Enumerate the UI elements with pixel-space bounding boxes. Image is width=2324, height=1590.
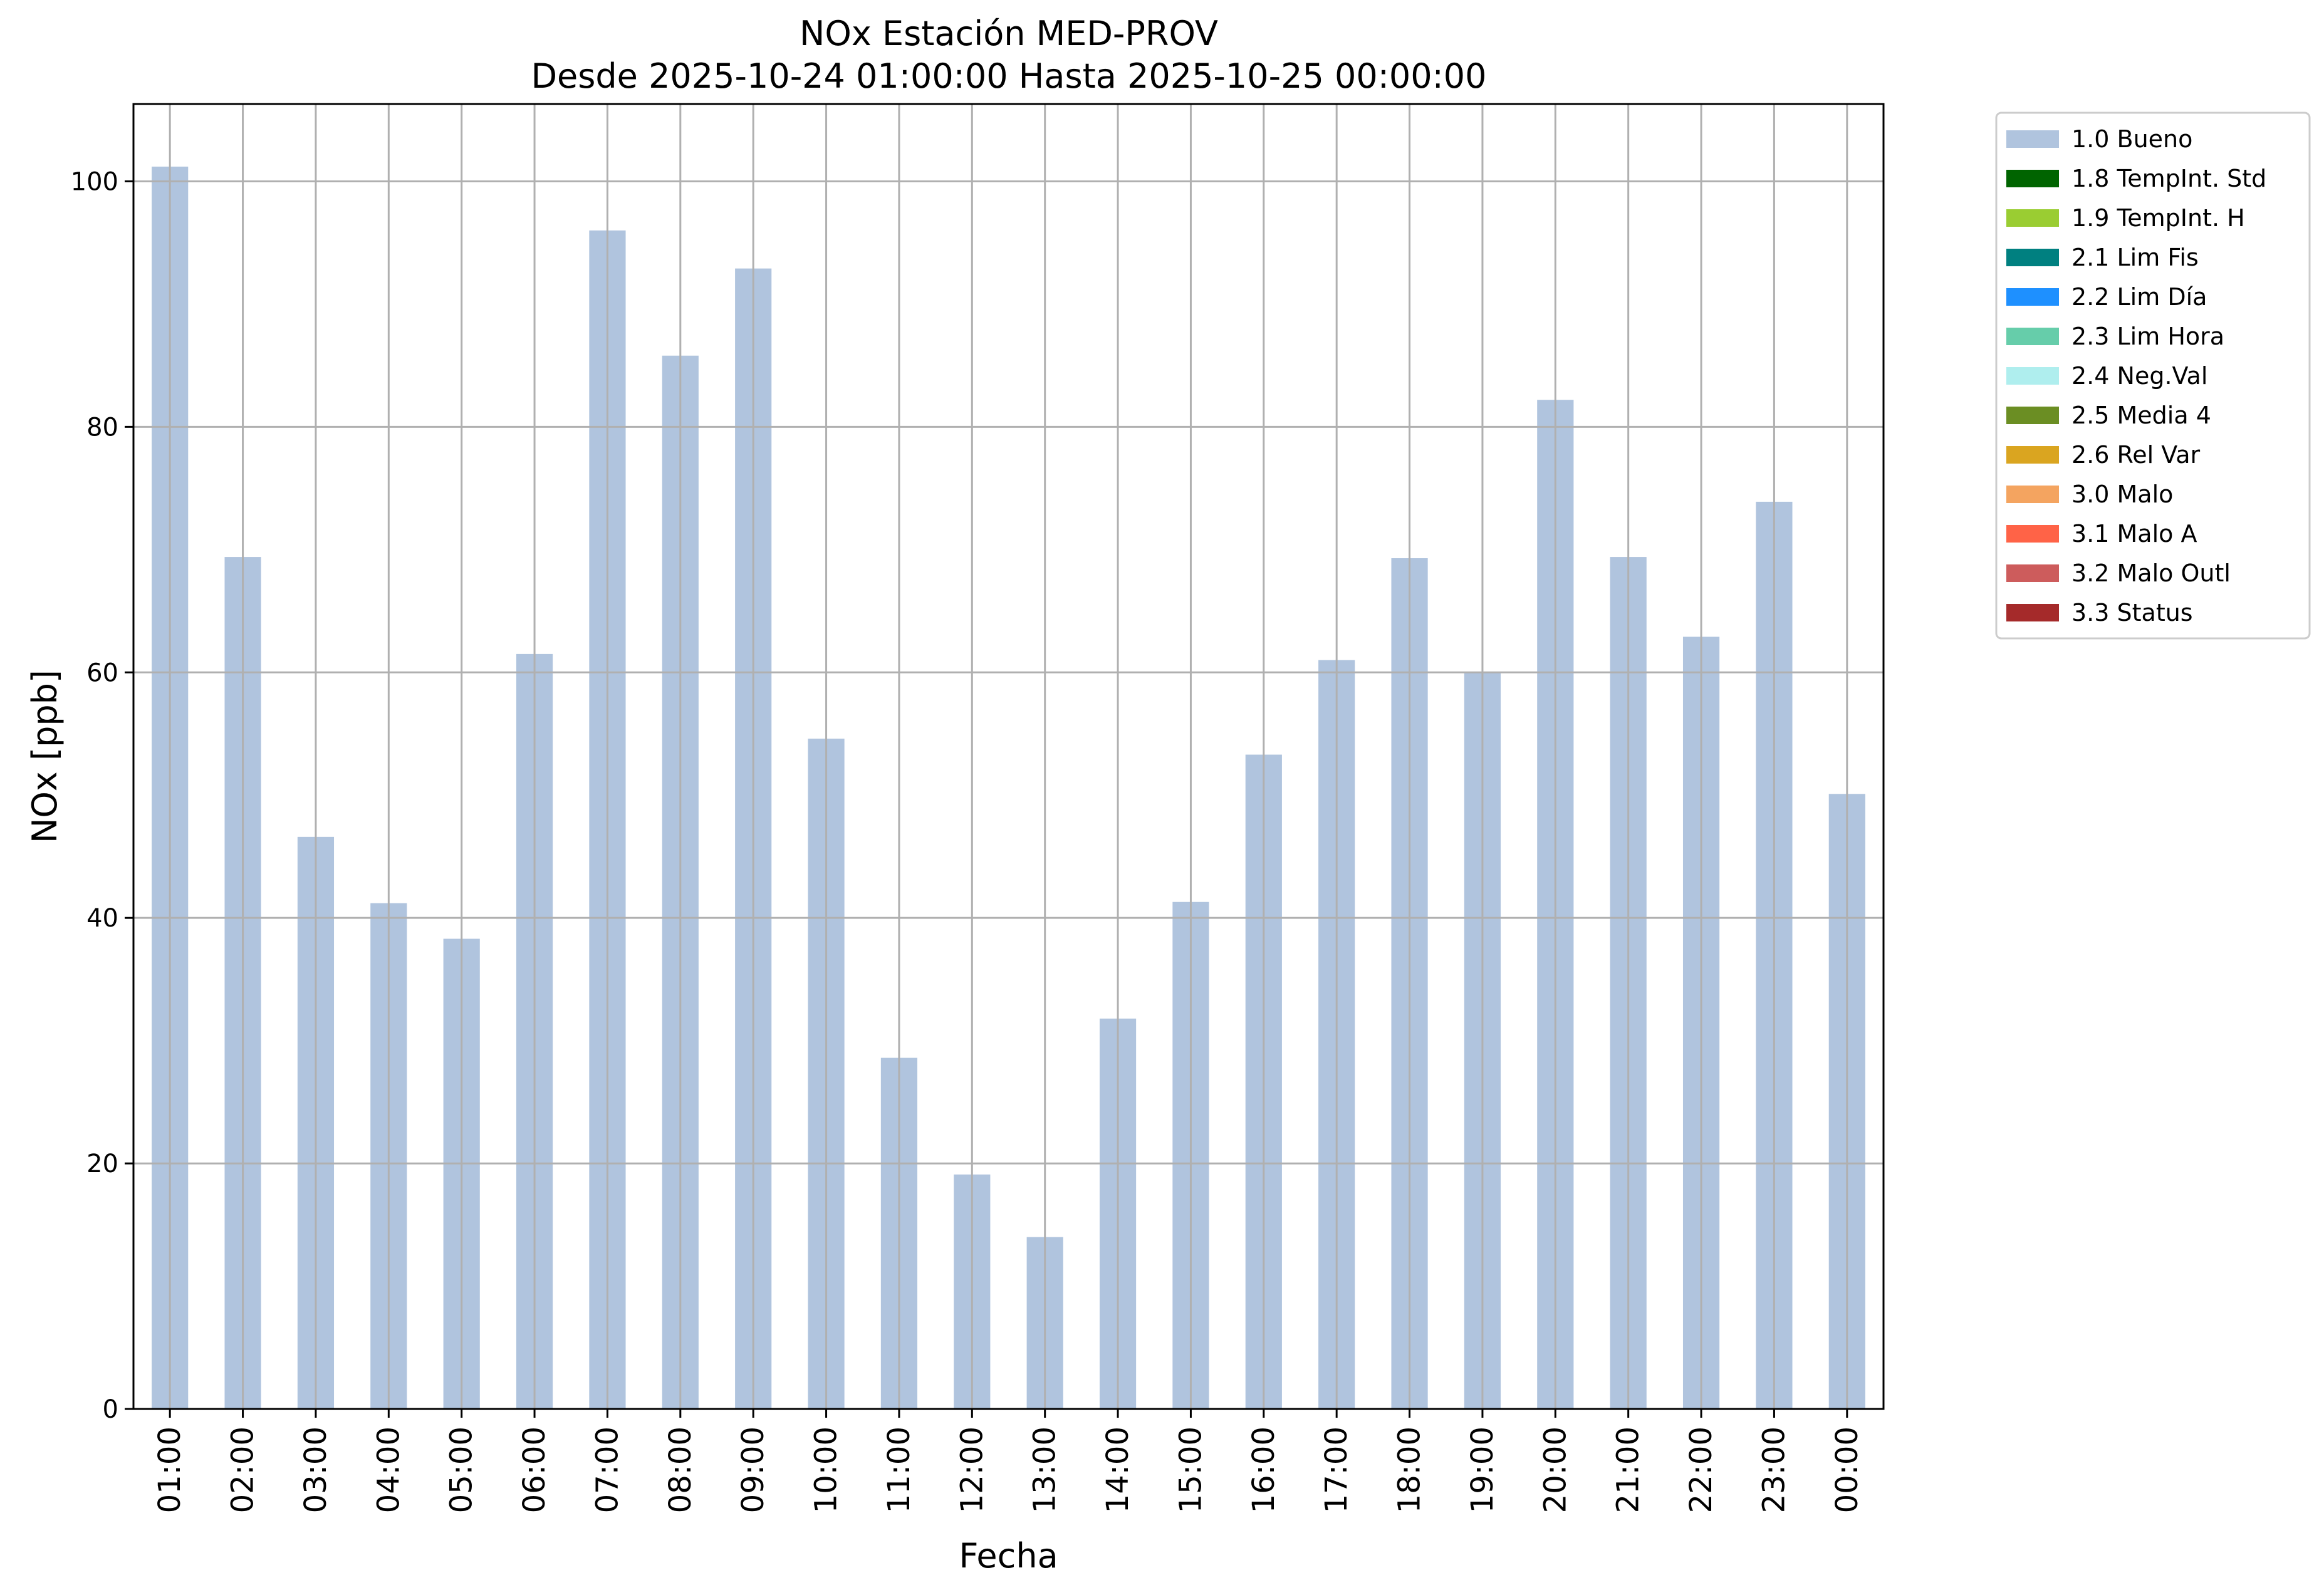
legend-swatch bbox=[2006, 525, 2059, 543]
legend-swatch bbox=[2006, 249, 2059, 266]
x-tick-label: 18:00 bbox=[1392, 1426, 1427, 1513]
x-tick-label: 00:00 bbox=[1830, 1426, 1865, 1513]
legend-label: 3.3 Status bbox=[2071, 599, 2193, 626]
legend-box bbox=[1995, 112, 2311, 640]
legend-swatch bbox=[2006, 367, 2059, 385]
x-tick-label: 12:00 bbox=[954, 1426, 989, 1513]
legend-swatch bbox=[2006, 130, 2059, 148]
legend-label: 1.9 TempInt. H bbox=[2071, 204, 2245, 232]
legend-label: 2.3 Lim Hora bbox=[2071, 323, 2224, 350]
x-tick-label: 03:00 bbox=[298, 1426, 333, 1513]
chart-subtitle: Desde 2025-10-24 01:00:00 Hasta 2025-10-… bbox=[531, 56, 1486, 96]
y-axis: 0 20 40 60 80 100 bbox=[71, 167, 133, 1424]
legend-swatch bbox=[2006, 407, 2059, 424]
x-tick-label: 02:00 bbox=[226, 1426, 261, 1513]
bars-group bbox=[152, 166, 1865, 1410]
x-tick-label: 14:00 bbox=[1100, 1426, 1135, 1513]
plot-frame bbox=[132, 103, 1885, 1410]
x-tick-label: 20:00 bbox=[1538, 1426, 1573, 1513]
legend-swatch bbox=[2006, 209, 2059, 227]
legend-swatch bbox=[2006, 328, 2059, 345]
x-tick-label: 07:00 bbox=[590, 1426, 625, 1513]
x-tick-label: 05:00 bbox=[444, 1426, 479, 1513]
legend-swatch bbox=[2006, 486, 2059, 503]
chart-title: NOx Estación MED-PROV bbox=[800, 14, 1218, 53]
x-tick-label: 11:00 bbox=[882, 1426, 917, 1513]
x-tick-label: 13:00 bbox=[1028, 1426, 1063, 1513]
x-tick-label: 23:00 bbox=[1756, 1426, 1791, 1513]
x-tick-label: 15:00 bbox=[1173, 1426, 1208, 1513]
x-axis-label: Fecha bbox=[959, 1536, 1058, 1576]
x-tick-label: 09:00 bbox=[736, 1426, 771, 1513]
legend-label: 3.0 Malo bbox=[2071, 481, 2173, 508]
x-tick-label: 01:00 bbox=[152, 1426, 187, 1513]
legend-label: 3.2 Malo Outl bbox=[2071, 559, 2231, 587]
legend-label: 2.5 Media 4 bbox=[2071, 402, 2211, 429]
legend-label: 1.8 TempInt. Std bbox=[2071, 165, 2266, 192]
x-tick-label: 22:00 bbox=[1684, 1426, 1719, 1513]
legend-label: 2.1 Lim Fis bbox=[2071, 244, 2199, 271]
legend-swatch bbox=[2006, 446, 2059, 464]
x-tick-label: 17:00 bbox=[1319, 1426, 1354, 1513]
x-tick-label: 21:00 bbox=[1611, 1426, 1646, 1513]
y-tick-label: 0 bbox=[103, 1395, 118, 1424]
legend-label: 2.2 Lim Día bbox=[2071, 283, 2207, 311]
x-tick-label: 04:00 bbox=[371, 1426, 406, 1513]
legend: 1.0 Bueno 1.8 TempInt. Std 1.9 TempInt. H 2… bbox=[1995, 112, 2311, 640]
y-tick-label: 100 bbox=[71, 167, 118, 196]
legend-swatch bbox=[2006, 170, 2059, 187]
x-tick-label: 16:00 bbox=[1246, 1426, 1281, 1513]
legend-label: 2.4 Neg.Val bbox=[2071, 362, 2207, 390]
x-tick-label: 10:00 bbox=[809, 1426, 844, 1513]
legend-label: 1.0 Bueno bbox=[2071, 125, 2192, 153]
legend-swatch bbox=[2006, 288, 2059, 306]
legend-label: 2.6 Rel Var bbox=[2071, 441, 2201, 469]
y-tick-label: 60 bbox=[86, 658, 118, 687]
x-tick-label: 06:00 bbox=[517, 1426, 552, 1513]
y-tick-label: 40 bbox=[86, 904, 118, 933]
legend-swatch bbox=[2006, 604, 2059, 621]
y-tick-label: 80 bbox=[86, 413, 118, 442]
x-axis: 01:00 02:00 03:00 04:00 05:00 06:00 07:00 08:00… bbox=[152, 1409, 1865, 1513]
legend-swatch bbox=[2006, 564, 2059, 582]
x-tick-label: 19:00 bbox=[1465, 1426, 1500, 1513]
x-tick-label: 08:00 bbox=[663, 1426, 698, 1513]
y-tick-label: 20 bbox=[86, 1150, 118, 1178]
legend-label: 3.1 Malo A bbox=[2071, 520, 2197, 548]
y-axis-label: NOx [ppb] bbox=[25, 670, 65, 843]
